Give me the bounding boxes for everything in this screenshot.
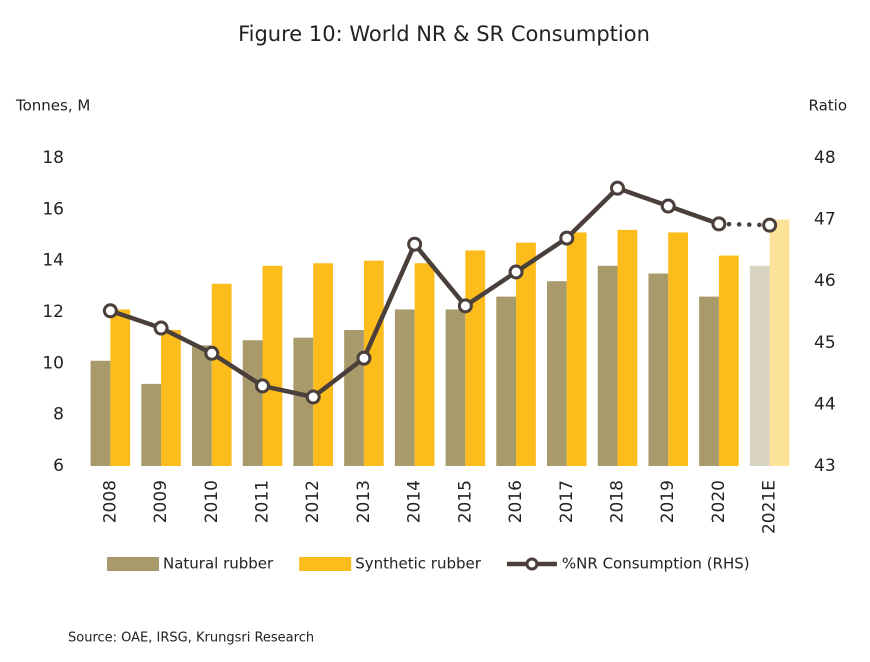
bar (141, 383, 162, 466)
y-tick-label: 14 (42, 251, 64, 271)
bar (668, 232, 688, 466)
legend-label: Natural rubber (163, 555, 274, 573)
bar (769, 219, 790, 466)
bar (344, 329, 364, 466)
source-note: Source: OAE, IRSG, Krungsri Research (68, 631, 314, 646)
y2-tick-label: 45 (814, 333, 836, 353)
bar (313, 263, 333, 466)
y-tick-label: 6 (53, 456, 64, 476)
bar (465, 250, 486, 466)
bar (110, 309, 131, 466)
bar (718, 255, 739, 466)
bar (617, 229, 638, 466)
line-marker (102, 303, 118, 319)
line-marker (305, 389, 321, 405)
line-marker (407, 236, 423, 252)
x-tick-label: 2016 (506, 480, 526, 523)
x-tick-label: 2013 (354, 480, 374, 523)
bar (262, 265, 283, 466)
line-marker (356, 350, 372, 366)
y-tick-label: 10 (42, 353, 64, 373)
y2-tick-label: 44 (814, 394, 836, 414)
line-marker (508, 264, 524, 280)
x-tick-label: 2021E (760, 480, 780, 534)
bar (496, 296, 517, 466)
bar (211, 283, 232, 466)
legend-swatch (525, 557, 539, 571)
bar (749, 265, 770, 466)
bar (363, 260, 384, 466)
bar (394, 309, 415, 466)
y2-tick-label: 48 (814, 148, 836, 168)
bar (445, 309, 466, 466)
bar (597, 265, 618, 466)
y-tick-label: 12 (42, 302, 64, 322)
x-tick-label: 2010 (202, 480, 222, 523)
line-marker (153, 320, 169, 336)
legend-swatch (299, 557, 352, 571)
y2-tick-label: 43 (814, 456, 836, 476)
line-marker (762, 217, 778, 233)
y-tick-label: 18 (42, 148, 64, 168)
y2-axis-label: Ratio (808, 97, 847, 115)
chart-title: Figure 10: World NR & SR Consumption (238, 22, 650, 46)
line-marker (255, 378, 270, 394)
x-tick-label: 2014 (405, 480, 425, 523)
line-projection (716, 221, 772, 228)
legend-label: %NR Consumption (RHS) (562, 555, 750, 573)
x-tick-label: 2009 (151, 480, 171, 523)
x-tick-label: 2018 (608, 480, 628, 523)
legend-swatch (107, 557, 159, 571)
line-marker (610, 180, 625, 196)
bar (192, 345, 212, 466)
legend-label: Synthetic rubber (355, 555, 482, 573)
y2-tick-label: 46 (814, 271, 836, 291)
bar (161, 329, 181, 466)
bar (699, 296, 719, 466)
bar (414, 263, 435, 466)
x-tick-label: 2011 (253, 480, 273, 523)
bar (90, 360, 111, 466)
y-axis-label: Tonnes, M (15, 97, 90, 115)
x-tick-label: 2015 (455, 480, 475, 523)
y2-tick-label: 47 (814, 210, 836, 230)
bar (242, 340, 263, 466)
line-marker (457, 298, 473, 314)
x-tick-label: 2019 (658, 480, 678, 523)
bar (566, 232, 587, 466)
line-marker (204, 345, 220, 361)
y-tick-label: 8 (53, 405, 64, 425)
y-tick-label: 16 (42, 199, 64, 219)
bar (293, 337, 314, 466)
bar (547, 281, 567, 466)
line-marker (660, 198, 676, 214)
x-tick-label: 2017 (557, 480, 577, 523)
bar (516, 242, 536, 466)
line-marker (711, 216, 727, 232)
x-tick-label: 2008 (100, 480, 120, 523)
x-tick-label: 2012 (303, 480, 323, 523)
bar (648, 273, 669, 466)
x-tick-label: 2020 (709, 480, 729, 523)
line-marker (559, 230, 575, 246)
